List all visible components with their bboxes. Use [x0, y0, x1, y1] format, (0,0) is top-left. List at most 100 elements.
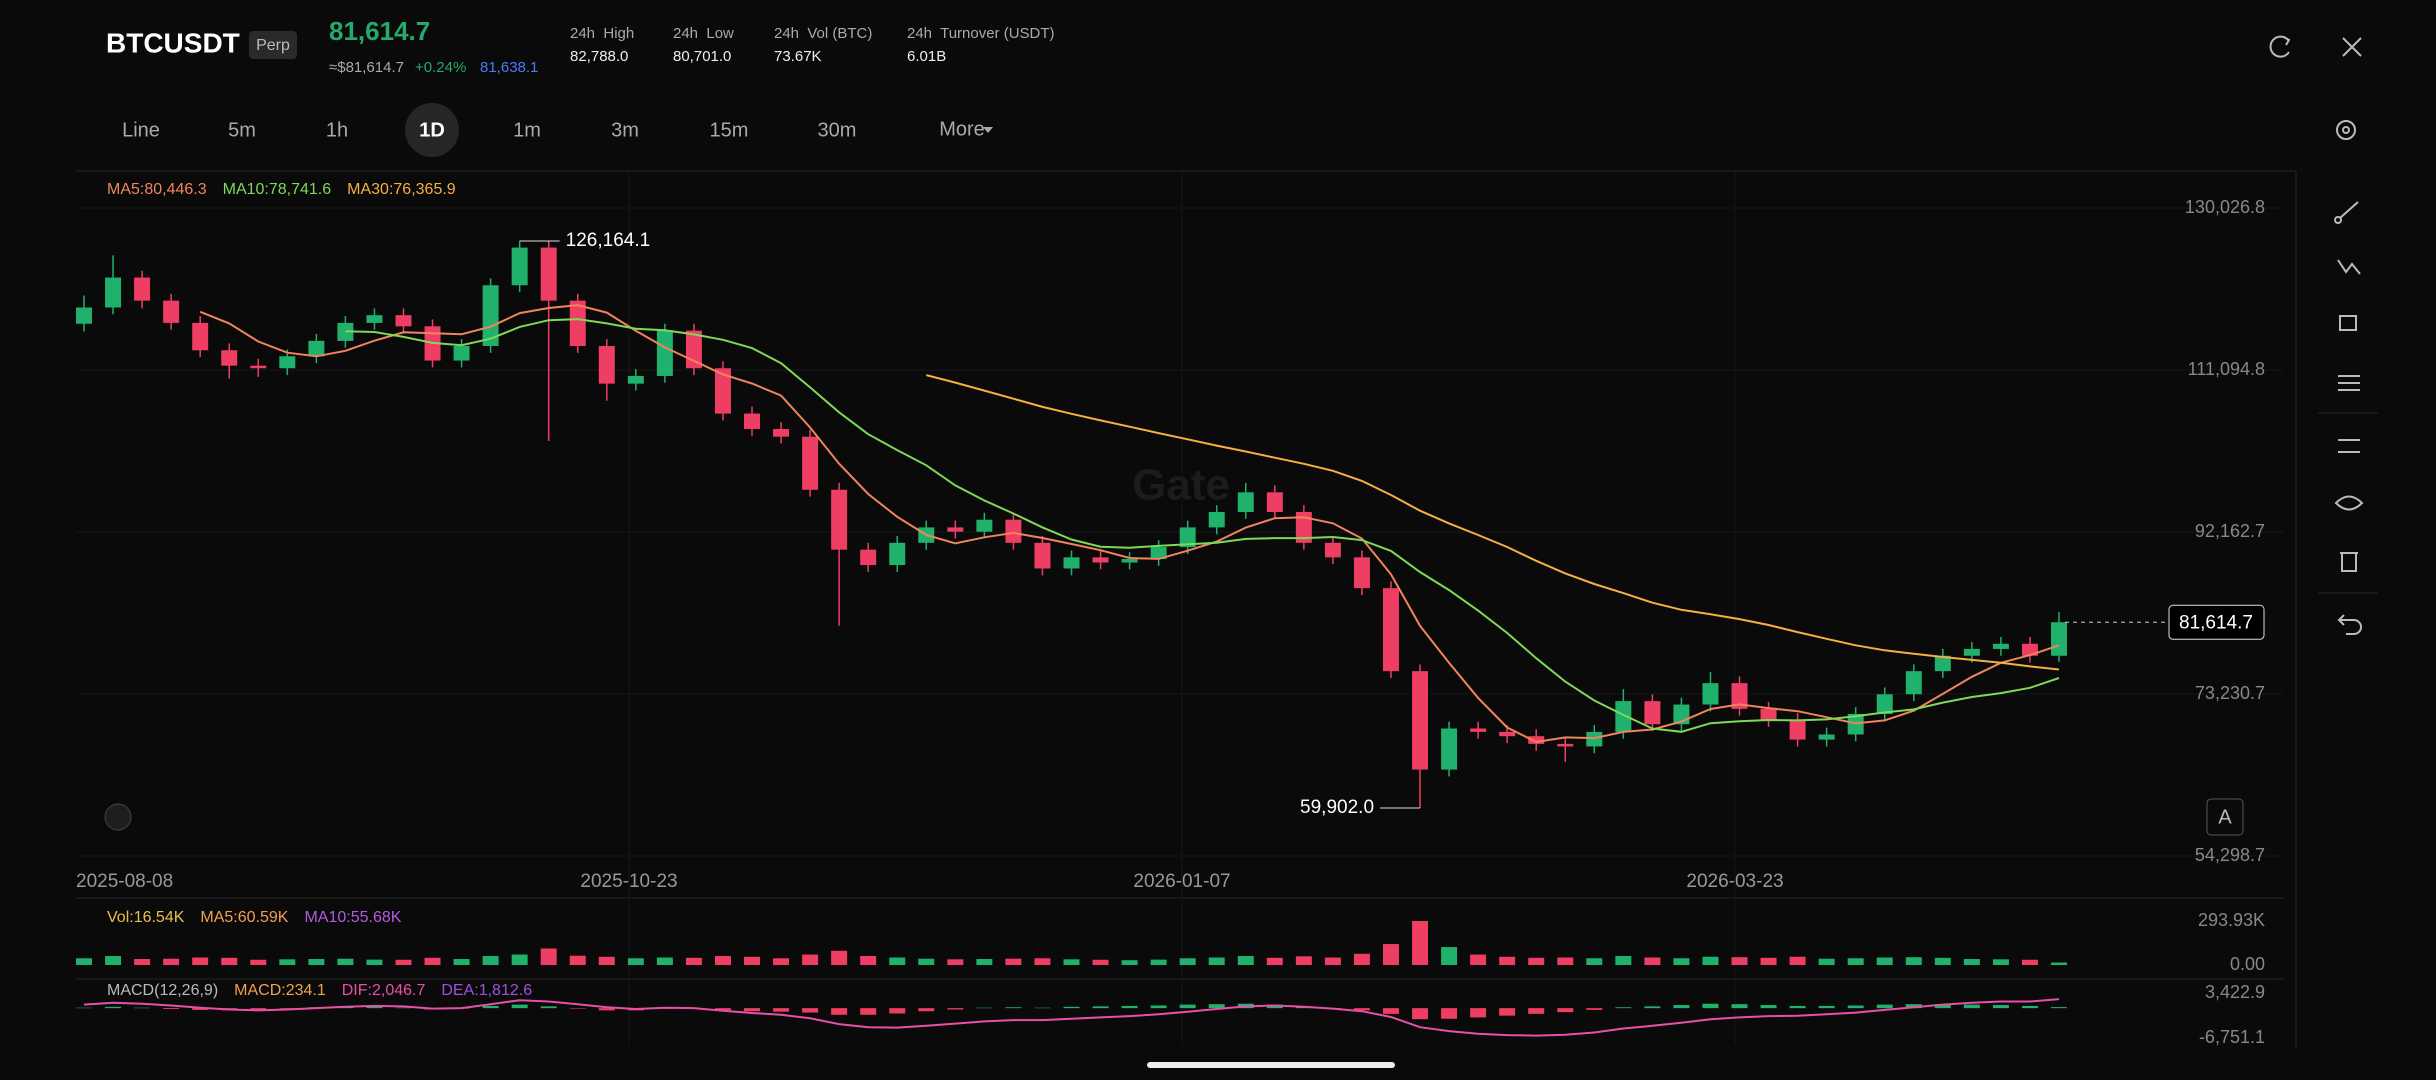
candle-body — [453, 345, 470, 361]
home-indicator — [1147, 1062, 1395, 1068]
tool-layers[interactable] — [2338, 439, 2360, 453]
macd-bar — [714, 1008, 731, 1011]
tool-eye[interactable] — [2334, 495, 2364, 511]
more-button[interactable]: More — [939, 118, 985, 140]
interval-button[interactable]: 5m — [228, 119, 256, 141]
badge: Perp — [256, 37, 290, 54]
indicator-label: MA5:60.59K — [200, 909, 288, 926]
volume-bar — [1470, 954, 1487, 965]
tool-settings[interactable] — [2338, 375, 2360, 391]
macd-bar — [1760, 1005, 1777, 1009]
macd-bar — [1905, 1004, 1922, 1009]
drawing-tools — [2334, 201, 2364, 635]
tool-delete[interactable] — [2340, 552, 2358, 572]
volume-bar — [250, 959, 267, 965]
chart-logo[interactable] — [104, 803, 132, 831]
volume-bar — [773, 958, 790, 965]
candle-body — [192, 322, 209, 351]
candle-body — [1615, 701, 1632, 732]
volume-bar — [1586, 958, 1603, 965]
auto-scale-label[interactable]: A — [2218, 806, 2232, 828]
interval-button[interactable]: 3m — [611, 119, 639, 141]
candle-body — [1208, 512, 1225, 528]
moving-average — [199, 304, 2060, 744]
macd-bar — [1092, 1006, 1109, 1009]
macd-bar — [1963, 1004, 1980, 1009]
volume-bar — [1208, 957, 1225, 965]
x-tick-label: 2026-01-07 — [1133, 871, 1230, 892]
y-tick-label: 73,230.7 — [2195, 683, 2265, 703]
candle-body — [714, 368, 731, 414]
candle-body — [744, 413, 761, 429]
macd-bar — [831, 1008, 848, 1015]
y-tick-label: 111,094.8 — [2188, 359, 2265, 379]
volume-bar — [1324, 957, 1341, 965]
x-tick-label: 2025-08-08 — [76, 871, 173, 892]
symbol[interactable]: BTCUSDT — [106, 27, 240, 58]
macd-bar — [1005, 1007, 1022, 1009]
moving-average — [926, 374, 2060, 671]
macd-bar — [1441, 1008, 1458, 1019]
auto-scale[interactable] — [2206, 798, 2244, 836]
volume-bar — [1847, 958, 1864, 965]
macd-bar — [918, 1008, 935, 1012]
volume-bar — [1702, 956, 1719, 965]
tool-shape[interactable] — [2339, 315, 2357, 331]
interval-button[interactable]: 1m — [513, 119, 541, 141]
macd-bar — [1470, 1008, 1487, 1018]
indicator-label: MACD(12,26,9) — [107, 982, 218, 999]
tool-line[interactable] — [2334, 201, 2359, 224]
candle-body — [1789, 719, 1806, 740]
tool-trend[interactable] — [2337, 259, 2361, 275]
candle-body — [889, 542, 906, 566]
refresh-icon[interactable] — [2269, 35, 2291, 58]
candle-body — [482, 285, 499, 346]
header-icons — [2269, 35, 2362, 140]
active-interval-bg — [405, 103, 459, 157]
macd-bar — [1412, 1008, 1429, 1020]
candle-body — [1179, 527, 1196, 548]
macd-bar — [250, 1008, 267, 1010]
candle-body — [76, 307, 92, 324]
volume-bar — [1615, 956, 1632, 965]
indicator-label: MA10:55.68K — [304, 909, 401, 926]
volume-bar — [279, 959, 296, 965]
volume-bar — [1005, 958, 1022, 965]
volume-bar — [889, 957, 906, 965]
volume-bar — [1382, 944, 1399, 965]
volume-bar — [1266, 957, 1283, 965]
volume-bar — [163, 958, 180, 965]
volume-bar — [540, 948, 557, 965]
tool-undo[interactable] — [2337, 614, 2362, 635]
settings-icon[interactable] — [2336, 120, 2356, 140]
macd-bar — [1034, 1007, 1051, 1009]
macd-bar — [1499, 1008, 1516, 1016]
candle-body — [1876, 694, 1893, 714]
stat-label: 24h Vol (BTC) — [774, 25, 872, 42]
candle-body — [1324, 542, 1341, 558]
volume-bar — [598, 956, 615, 965]
close-icon[interactable] — [2342, 37, 2362, 57]
volume-bar — [2021, 959, 2038, 965]
candle-body — [540, 247, 557, 301]
watermark: Gate — [1132, 461, 1230, 510]
volume-bar — [1644, 957, 1661, 965]
y-tick-label: 293.93K — [2198, 910, 2265, 930]
candle-body — [395, 315, 412, 327]
dif-line — [83, 998, 2060, 1037]
interval-button[interactable]: 30m — [818, 119, 857, 141]
macd-bar — [1382, 1008, 1399, 1014]
moving-average — [345, 318, 2060, 733]
candle-body — [1905, 671, 1922, 695]
interval-button[interactable]: 1h — [326, 119, 348, 141]
candle-body — [250, 365, 267, 369]
candle-body — [2051, 622, 2067, 656]
interval-button[interactable]: 1D — [419, 119, 445, 141]
interval-button[interactable]: Line — [122, 119, 160, 141]
interval-button[interactable]: 15m — [710, 119, 749, 141]
stat-label: 24h High — [570, 25, 634, 42]
candle-body — [598, 345, 615, 384]
volume-bar — [685, 957, 702, 965]
candle-body — [1034, 542, 1051, 569]
macd-bar — [192, 1008, 209, 1010]
